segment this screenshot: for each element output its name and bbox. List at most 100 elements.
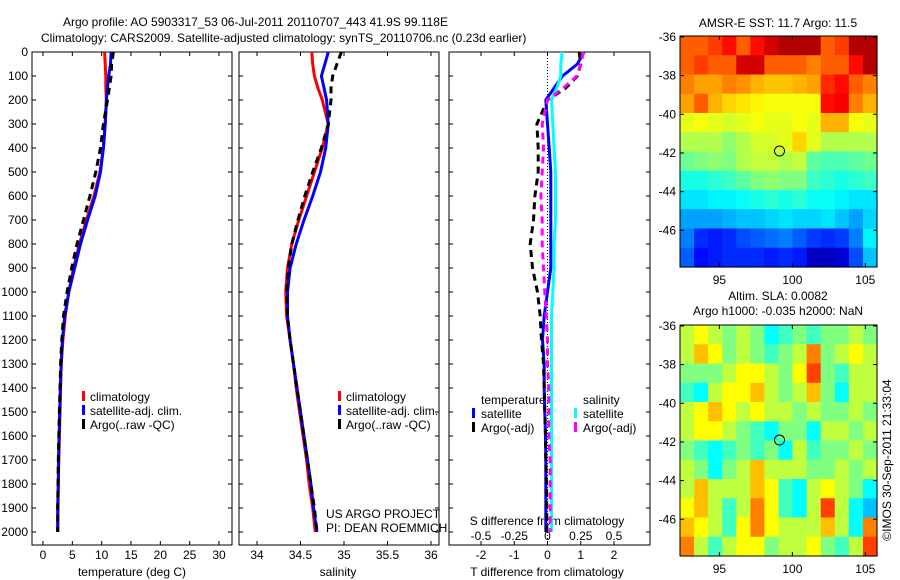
map-cell: [834, 517, 850, 538]
map-cell: [736, 459, 751, 480]
map-cell: [834, 151, 850, 172]
map-cell: [680, 190, 695, 210]
sla-map-title: Altim. SLA: 0.0082: [728, 289, 828, 303]
map-cell: [694, 113, 709, 133]
map-cell: [680, 536, 695, 557]
map-cell: [792, 479, 808, 499]
x-tick-label: 35: [337, 548, 351, 562]
x-tick-label: 30: [212, 548, 226, 562]
map-cell: [806, 55, 822, 76]
x-tick-label: 95: [713, 273, 727, 287]
legend-label: satellite: [583, 407, 624, 421]
map-cell: [680, 517, 695, 538]
map-cell: [722, 440, 737, 461]
map-cell: [820, 247, 836, 268]
map-cell: [862, 402, 878, 422]
y-tick-label: 1400: [1, 381, 28, 395]
y-tick-label: 700: [8, 213, 28, 227]
y-tick-label: -42: [659, 146, 677, 160]
map-cell: [680, 74, 695, 95]
map-cell: [820, 228, 836, 249]
map-cell: [834, 36, 850, 56]
map-cell: [722, 498, 737, 519]
map-cell: [820, 74, 836, 95]
map-cell: [750, 228, 766, 249]
map-cell: [848, 459, 864, 480]
map-cell: [722, 209, 737, 230]
map-cell: [764, 344, 780, 365]
map-cell: [736, 421, 751, 442]
map-cell: [848, 536, 864, 557]
map-cell: [764, 74, 780, 95]
map-cell: [708, 344, 723, 365]
map-cell: [806, 402, 822, 422]
s-tick-label: -0.25: [501, 529, 529, 543]
map-cell: [750, 36, 766, 56]
map-cell: [862, 325, 878, 345]
map-cell: [862, 344, 878, 365]
map-cell: [736, 344, 751, 365]
map-cell: [722, 113, 737, 133]
x-tick-label: 105: [855, 562, 875, 576]
map-cell: [848, 247, 864, 268]
map-cell: [778, 517, 794, 538]
map-cell: [764, 498, 780, 519]
map-cell: [834, 55, 850, 76]
map-cell: [708, 190, 723, 210]
map-cell: [750, 498, 766, 519]
map-cell: [848, 479, 864, 499]
map-cell: [722, 402, 737, 422]
map-cell: [848, 498, 864, 519]
map-cell: [820, 170, 836, 191]
map-cell: [778, 479, 794, 499]
map-cell: [750, 382, 766, 403]
map-cell: [862, 55, 878, 76]
map-cell: [806, 325, 822, 345]
map-cell: [694, 132, 709, 153]
map-cell: [806, 479, 822, 499]
map-cell: [764, 325, 780, 345]
map-cell: [806, 459, 822, 480]
map-cell: [848, 36, 864, 56]
map-cell: [820, 209, 836, 230]
map-cell: [680, 382, 695, 403]
x-tick-label: 25: [183, 548, 197, 562]
x-tick-label: 0: [40, 548, 47, 562]
map-cell: [820, 190, 836, 210]
t-difference-xlabel: T difference from climatology: [470, 565, 624, 579]
legend-label: satellite: [481, 407, 522, 421]
map-cell: [722, 344, 737, 365]
map-cell: [778, 247, 794, 268]
map-cell: [694, 382, 709, 403]
map-cell: [750, 55, 766, 76]
legend-label: Argo(-adj): [481, 421, 534, 435]
map-cell: [820, 363, 836, 384]
map-cell: [764, 36, 780, 56]
map-cell: [848, 132, 864, 153]
map-cell: [862, 479, 878, 499]
legend-swatch: [472, 408, 475, 418]
legend-label: Argo(..raw -QC): [346, 418, 431, 432]
map-cell: [694, 93, 709, 114]
y-tick-label: 0: [21, 45, 28, 59]
map-cell: [834, 325, 850, 345]
y-tick-label: 1800: [1, 477, 28, 491]
map-cell: [750, 536, 766, 557]
legend-swatch: [338, 419, 341, 429]
map-cell: [820, 93, 836, 114]
map-cell: [708, 459, 723, 480]
series-line-satellite-adj-clim-: [286, 51, 330, 533]
map-cell: [806, 382, 822, 403]
legend-label: satellite-adj. clim.: [90, 404, 182, 418]
map-cell: [792, 459, 808, 480]
map-cell: [806, 498, 822, 519]
map-cell: [820, 536, 836, 557]
map-cell: [862, 247, 878, 268]
map-cell: [792, 517, 808, 538]
map-cell: [778, 190, 794, 210]
map-cell: [694, 247, 709, 268]
map-cell: [806, 247, 822, 268]
map-cell: [694, 536, 709, 557]
map-cell: [834, 113, 850, 133]
x-tick-label: 34.5: [289, 548, 313, 562]
